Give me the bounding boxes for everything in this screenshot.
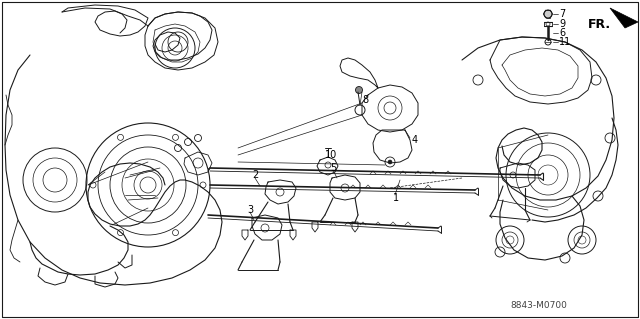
Text: 9: 9 — [559, 19, 565, 29]
Circle shape — [355, 86, 362, 93]
Text: 4: 4 — [412, 135, 418, 145]
Text: 5: 5 — [330, 163, 336, 173]
Text: 2: 2 — [252, 170, 259, 180]
Text: 8843-M0700: 8843-M0700 — [510, 300, 567, 309]
Text: 10: 10 — [325, 150, 337, 160]
Text: 1: 1 — [393, 193, 399, 203]
Text: FR.: FR. — [588, 18, 611, 31]
Circle shape — [544, 10, 552, 18]
Text: 7: 7 — [559, 9, 565, 19]
Circle shape — [388, 160, 392, 164]
Text: 3: 3 — [247, 205, 253, 215]
Text: 8: 8 — [362, 95, 368, 105]
Text: 6: 6 — [559, 28, 565, 38]
Text: 11: 11 — [559, 37, 572, 47]
Polygon shape — [610, 8, 638, 28]
